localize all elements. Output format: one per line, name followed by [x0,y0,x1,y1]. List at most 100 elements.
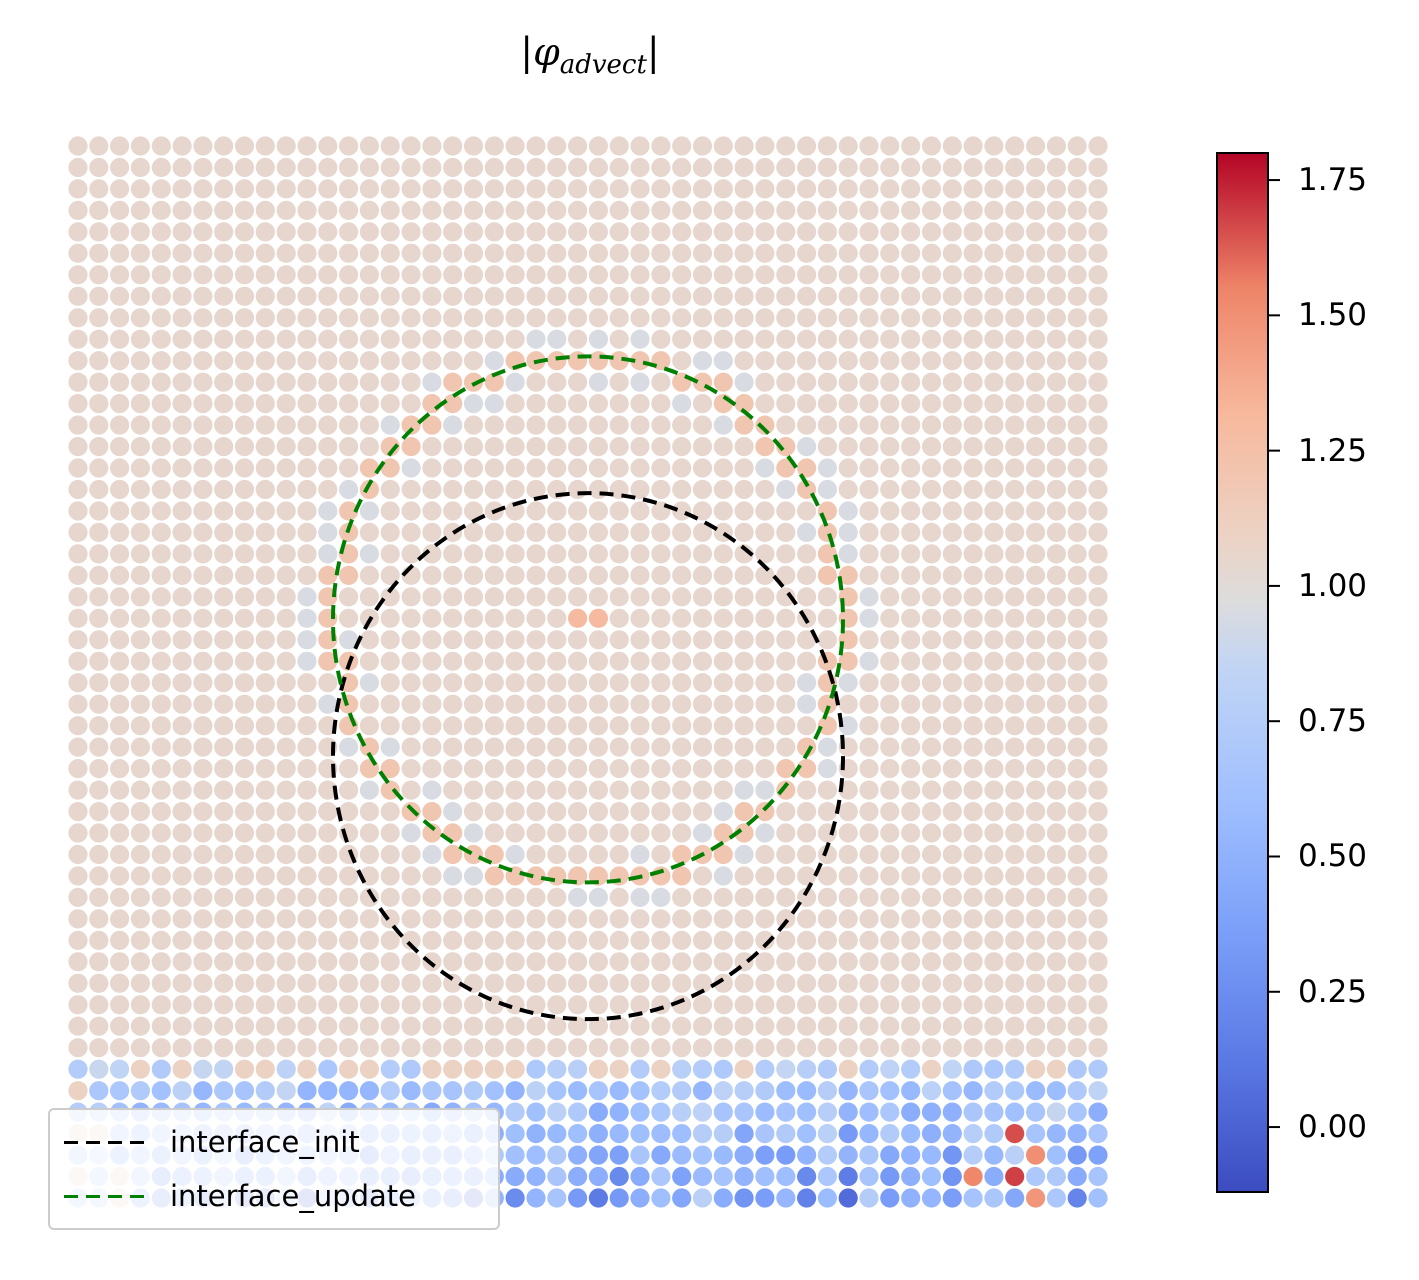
scatter-point [859,802,879,822]
scatter-point [484,716,504,736]
scatter-point [797,1188,817,1208]
scatter-point [880,222,900,242]
scatter-point [422,737,442,757]
scatter-point [443,265,463,285]
scatter-point [443,995,463,1015]
scatter-point [68,887,88,908]
scatter-point [921,394,942,414]
scatter-point [463,286,484,306]
scatter-point [339,759,359,779]
scatter-point [339,351,359,371]
scatter-point [505,157,525,178]
scatter-point [942,544,962,564]
scatter-point [297,995,317,1015]
scatter-point [776,1038,796,1058]
scatter-point [734,759,754,779]
scatter-point [1067,1059,1087,1079]
scatter-point [755,587,775,607]
scatter-point [89,200,109,220]
scatter-point [276,329,296,349]
scatter-point [151,909,171,929]
scatter-point [1088,1166,1108,1187]
scatter-point [901,329,921,349]
scatter-point [526,136,546,156]
scatter-point [339,780,359,800]
scatter-point [234,522,255,543]
scatter-point [797,1038,817,1058]
scatter-point [609,372,629,392]
scatter-point [797,544,817,564]
scatter-point [297,1059,317,1079]
scatter-point [630,1016,650,1036]
scatter-point [672,351,692,371]
scatter-point [359,995,379,1015]
scatter-point [984,458,1004,478]
scatter-point [110,136,130,156]
scatter-point [130,608,150,628]
scatter-point [609,1081,629,1101]
scatter-point [89,952,109,972]
scatter-point [1088,802,1108,822]
scatter-point [1005,437,1025,457]
scatter-point [463,501,484,521]
scatter-point [110,909,130,929]
scatter-point [901,780,921,800]
scatter-point [422,265,442,285]
scatter-point [630,802,650,822]
scatter-point [130,759,150,779]
scatter-point [422,673,442,693]
scatter-point [880,329,900,349]
scatter-point [1067,780,1087,800]
scatter-point [297,608,317,628]
scatter-point [318,458,338,478]
scatter-point [110,630,130,650]
scatter-point [817,1145,838,1165]
scatter-point [422,394,442,414]
scatter-point [1026,394,1046,414]
scatter-point [672,394,692,414]
scatter-point [255,1059,275,1079]
scatter-point [1026,437,1046,457]
scatter-point [901,415,921,435]
scatter-point [422,887,442,908]
scatter-point [255,394,275,414]
scatter-point [838,179,858,199]
scatter-point [609,630,629,650]
scatter-point [568,265,588,285]
interface-curves [331,354,845,1022]
scatter-point [672,780,692,800]
scatter-point [68,608,88,628]
scatter-point [797,651,817,671]
scatter-point [1005,844,1025,865]
scatter-point [110,673,130,693]
scatter-point [380,630,400,650]
scatter-point [422,716,442,736]
scatter-point [1005,501,1025,521]
scatter-point [921,608,942,628]
scatter-point [963,351,983,371]
scatter-point [380,522,400,543]
scatter-point [484,887,504,908]
scatter-point [901,630,921,650]
scatter-point [984,651,1004,671]
scatter-point [1046,522,1066,543]
scatter-point [463,780,484,800]
scatter-point [443,802,463,822]
scatter-point [921,308,942,328]
scatter-point [214,608,234,628]
scatter-point [921,222,942,242]
scatter-point [193,243,213,263]
scatter-point [359,694,379,714]
scatter-point [276,866,296,886]
scatter-point [526,930,546,951]
scatter-point [588,823,609,843]
scatter-point [255,995,275,1015]
scatter-point [526,1124,546,1144]
scatter-point [1088,222,1108,242]
scatter-point [172,737,192,757]
scatter-point [588,157,609,178]
scatter-point [963,437,983,457]
scatter-point [921,136,942,156]
scatter-point [588,136,609,156]
scatter-point [1046,308,1066,328]
